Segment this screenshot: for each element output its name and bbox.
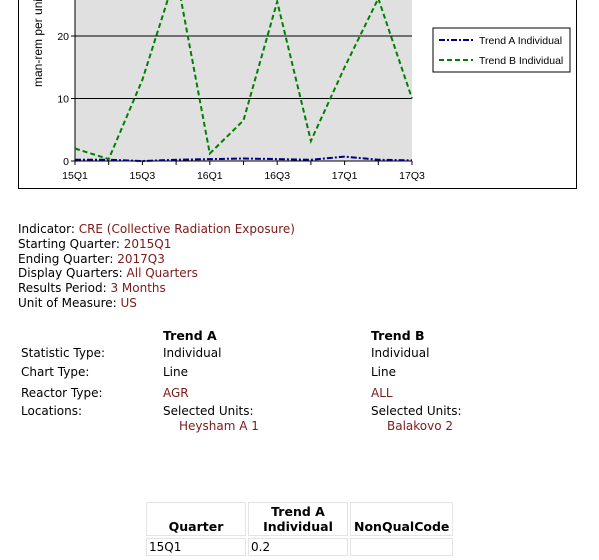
- display-label: Display Quarters:: [18, 266, 123, 281]
- x-tick-label: 15Q3: [130, 170, 156, 182]
- trend-a-unit: Heysham A 1: [179, 419, 259, 433]
- statistic-type-label: Statistic Type:: [21, 346, 106, 360]
- indicator-label: Indicator:: [18, 222, 75, 236]
- trend-a-selected-units-label: Selected Units:: [163, 404, 254, 418]
- locations-label: Locations:: [21, 404, 83, 418]
- unit-label: Unit of Measure:: [18, 295, 117, 310]
- trend-b-header: Trend B: [371, 328, 425, 343]
- trend-a-statistic: Individual: [163, 346, 222, 360]
- nonqualcode-header: NonQualCode: [350, 502, 454, 536]
- display-row: Display Quarters: All Quarters: [18, 266, 295, 281]
- x-tick-label: 17Q3: [399, 170, 425, 182]
- x-tick-label: 16Q1: [197, 170, 223, 182]
- period-row: Results Period: 3 Months: [18, 281, 295, 296]
- indicator-row: Indicator: CRE (Collective Radiation Exp…: [18, 222, 295, 237]
- chart-type-label: Chart Type:: [21, 365, 90, 379]
- period-value: 3 Months: [110, 281, 166, 296]
- legend-label-trend-b: Trend B Individual: [479, 55, 563, 67]
- display-value: All Quarters: [126, 266, 198, 281]
- end-label: Ending Quarter:: [18, 251, 114, 266]
- indicator-value: CRE (Collective Radiation Exposure): [78, 222, 295, 236]
- trend-b-selected-units-label: Selected Units:: [371, 404, 462, 418]
- unit-value: US: [120, 295, 137, 310]
- data-table: Quarter Trend A Individual NonQualCode 15…: [144, 500, 455, 558]
- reactor-type-label: Reactor Type:: [21, 386, 103, 400]
- trend-a-header-line2: Individual: [263, 519, 333, 534]
- end-value: 2017Q3: [117, 251, 165, 266]
- table-row: 15Q1 0.2: [146, 538, 454, 556]
- trend-b-statistic: Individual: [371, 346, 430, 360]
- series-line-trend-b: [74, 0, 413, 161]
- trend-b-chart-type: Line: [371, 365, 397, 379]
- legend: Trend A Individual Trend B Individual: [432, 27, 571, 73]
- plot-area: [75, 0, 412, 161]
- period-label: Results Period:: [18, 281, 107, 296]
- trend-a-individual-header: Trend A Individual: [248, 502, 348, 536]
- chart-panel: 0 10 20 15Q1 15Q3 16Q1 16Q3 17Q1 17Q3 man-rem p…: [18, 0, 577, 189]
- y-tick-label: 20: [57, 31, 69, 43]
- report-info: Indicator: CRE (Collective Radiation Exp…: [18, 222, 295, 311]
- trend-a-value-cell: 0.2: [248, 538, 348, 556]
- end-row: Ending Quarter: 2017Q3: [18, 252, 295, 267]
- table-header-row: Quarter Trend A Individual NonQualCode: [146, 502, 454, 536]
- chart-svg: 0 10 20 15Q1 15Q3 16Q1 16Q3 17Q1 17Q3 man-rem p…: [31, 0, 571, 182]
- quarter-header: Quarter: [146, 502, 246, 536]
- trend-a-reactor-type: AGR: [163, 386, 189, 400]
- y-axis-label: man-rem per unit: [31, 0, 45, 87]
- y-tick-label: 10: [57, 94, 69, 106]
- x-tick-label: 15Q1: [62, 170, 88, 182]
- x-tick-label: 16Q3: [264, 170, 290, 182]
- quarter-cell: 15Q1: [146, 538, 246, 556]
- unit-row: Unit of Measure: US: [18, 296, 295, 311]
- trend-a-header-line1: Trend A: [271, 504, 325, 519]
- series-line-trend-a: [75, 155, 413, 163]
- trend-b-reactor-type: ALL: [371, 386, 393, 400]
- x-tick-label: 17Q1: [332, 170, 358, 182]
- start-value: 2015Q1: [123, 236, 172, 251]
- start-label: Starting Quarter:: [18, 236, 120, 251]
- trend-a-chart-type: Line: [163, 365, 189, 379]
- trend-a-header: Trend A: [163, 328, 217, 343]
- legend-label-trend-a: Trend A Individual: [479, 35, 562, 47]
- trend-b-unit: Balakovo 2: [387, 419, 454, 433]
- nonqualcode-cell: [350, 538, 454, 556]
- start-row: Starting Quarter: 2015Q1: [18, 237, 295, 252]
- y-tick-label: 0: [63, 156, 69, 168]
